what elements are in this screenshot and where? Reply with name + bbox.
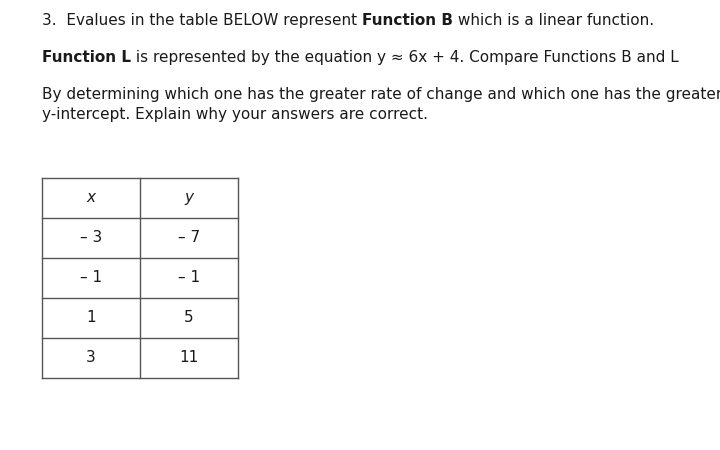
Text: – 7: – 7 bbox=[178, 230, 200, 246]
Text: Function B: Function B bbox=[362, 13, 453, 28]
Text: x: x bbox=[86, 190, 96, 206]
Text: 3: 3 bbox=[86, 351, 96, 365]
Text: y: y bbox=[184, 190, 194, 206]
Text: y-intercept. Explain why your answers are correct.: y-intercept. Explain why your answers ar… bbox=[42, 107, 428, 122]
Text: 3.  Evalues in the table BELOW represent: 3. Evalues in the table BELOW represent bbox=[42, 13, 362, 28]
Text: 5: 5 bbox=[184, 310, 194, 325]
Text: is represented by the equation y ≈ 6x + 4. Compare Functions B and L: is represented by the equation y ≈ 6x + … bbox=[131, 50, 679, 65]
Text: which is a linear function.: which is a linear function. bbox=[453, 13, 654, 28]
Text: – 1: – 1 bbox=[80, 270, 102, 285]
Text: 11: 11 bbox=[179, 351, 199, 365]
Text: – 1: – 1 bbox=[178, 270, 200, 285]
Text: – 3: – 3 bbox=[80, 230, 102, 246]
Text: By determining which one has the greater rate of change and which one has the gr: By determining which one has the greater… bbox=[42, 87, 720, 102]
Text: Function L: Function L bbox=[42, 50, 131, 65]
Text: 1: 1 bbox=[86, 310, 96, 325]
